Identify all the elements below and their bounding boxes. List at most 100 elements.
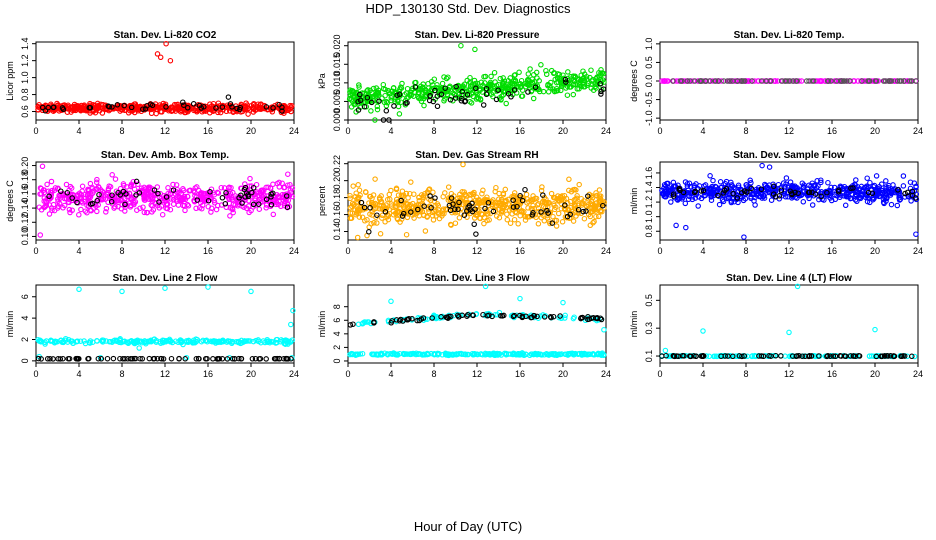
scatter-points <box>347 283 607 359</box>
data-point <box>530 95 537 102</box>
data-point <box>256 356 262 362</box>
x-tick-label: 0 <box>657 126 662 136</box>
data-point <box>476 86 483 92</box>
data-point <box>153 110 159 117</box>
data-point <box>108 198 115 205</box>
data-point <box>771 186 778 192</box>
data-point <box>225 185 232 191</box>
data-point <box>548 79 554 86</box>
y-tick-label: 0.000 <box>332 109 342 132</box>
data-point <box>99 110 106 116</box>
data-point <box>725 353 731 359</box>
data-point <box>347 204 354 211</box>
data-point <box>518 93 525 99</box>
y-tick-label: 0.8 <box>644 225 654 238</box>
data-point <box>676 195 682 202</box>
data-point <box>285 171 291 177</box>
data-point <box>554 87 561 94</box>
x-tick-label: 0 <box>657 369 662 379</box>
data-point <box>376 206 383 212</box>
data-point <box>191 198 198 204</box>
x-tick-label: 12 <box>784 246 794 256</box>
data-point <box>789 182 795 189</box>
data-point <box>241 338 248 344</box>
data-point <box>172 108 179 114</box>
data-point <box>398 197 404 204</box>
data-point <box>499 313 506 319</box>
data-point <box>87 180 94 187</box>
data-point <box>858 191 865 198</box>
data-point <box>853 188 860 195</box>
data-point <box>574 193 580 199</box>
data-point <box>517 351 524 358</box>
scatter-points <box>36 163 296 238</box>
data-point <box>461 189 467 195</box>
data-point <box>417 351 423 357</box>
x-tick-label: 12 <box>472 369 482 379</box>
data-point <box>347 322 354 328</box>
data-point <box>84 209 90 216</box>
data-point <box>684 183 691 190</box>
data-point <box>828 78 834 84</box>
data-point <box>376 98 382 104</box>
x-tick-label: 0 <box>33 126 38 136</box>
x-tick-label: 20 <box>246 246 256 256</box>
data-point <box>538 209 544 215</box>
data-point <box>418 87 425 93</box>
data-point <box>421 102 427 109</box>
data-point <box>661 78 667 84</box>
data-point <box>245 203 252 209</box>
x-tick-label: 16 <box>827 246 837 256</box>
data-point <box>590 220 596 226</box>
data-point <box>122 199 128 206</box>
data-point <box>466 202 473 209</box>
data-point <box>510 313 517 320</box>
data-point <box>153 339 159 345</box>
data-point <box>472 206 478 212</box>
x-tick-label: 0 <box>33 246 38 256</box>
data-point <box>159 211 166 218</box>
data-point <box>454 351 460 357</box>
y-axis-label: percent <box>317 185 327 216</box>
data-point <box>358 199 365 206</box>
data-point <box>827 353 833 359</box>
data-point <box>549 220 556 226</box>
data-point <box>531 196 537 203</box>
data-point <box>398 99 404 105</box>
scatter-points <box>659 162 920 240</box>
x-tick-label: 4 <box>76 246 81 256</box>
data-point <box>514 203 520 210</box>
data-point <box>377 196 383 202</box>
data-point <box>224 356 231 362</box>
data-point <box>581 71 588 77</box>
data-point <box>373 85 380 91</box>
data-point <box>852 353 859 360</box>
data-point <box>564 92 571 98</box>
data-point <box>885 185 892 191</box>
x-tick-label: 8 <box>119 246 124 256</box>
data-point <box>566 80 572 87</box>
panel-1: Stan. Dev. Li-820 CO2 0 4 8 12 16 20 24 0.6 0.8 1.… <box>5 30 299 136</box>
data-point <box>218 184 225 191</box>
data-point <box>236 338 242 345</box>
x-tick-label: 12 <box>472 246 482 256</box>
data-point <box>883 178 889 184</box>
data-point <box>439 80 446 87</box>
data-point <box>689 196 696 203</box>
x-tick-label: 12 <box>472 126 482 136</box>
data-point <box>481 73 487 80</box>
data-point <box>542 200 549 206</box>
x-tick-label: 4 <box>76 126 81 136</box>
data-point <box>141 209 148 216</box>
data-point <box>367 87 373 94</box>
data-point <box>709 78 716 84</box>
data-point <box>234 105 240 112</box>
data-point <box>204 355 210 362</box>
data-point <box>248 288 254 295</box>
data-point <box>908 198 914 204</box>
data-point <box>783 181 789 187</box>
data-point <box>895 187 901 193</box>
data-point <box>862 194 869 201</box>
data-point <box>761 193 767 199</box>
